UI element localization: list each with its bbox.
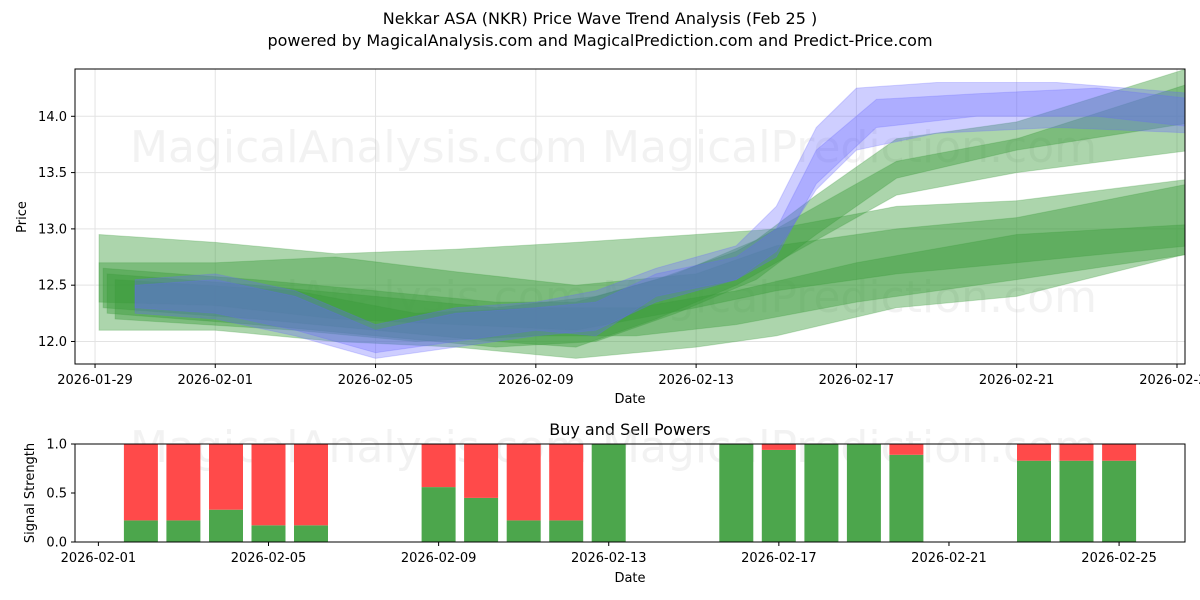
sell-power-bar xyxy=(889,444,924,455)
green-wave-1-band xyxy=(114,224,1185,342)
buy-power-bar xyxy=(294,525,328,542)
powers-x-tick-label: 2026-02-13 xyxy=(571,551,647,566)
sell-power-bar xyxy=(166,444,201,521)
powers-y-tick-label: 1.0 xyxy=(46,438,67,453)
buy-power-bar xyxy=(421,487,456,542)
price-y-ticks: 12.0 12.5 13.0 13.5 14.0 xyxy=(38,110,75,350)
buy-power-bar xyxy=(209,509,243,542)
sell-power-bar xyxy=(294,444,328,526)
price-grid xyxy=(75,69,1185,364)
sell-power-bar xyxy=(1059,444,1094,461)
watermark-top-right: MagicalPrediction.com xyxy=(602,122,1097,173)
watermark-top-left: MagicalAnalysis.com xyxy=(130,122,588,173)
green-wave-3-band xyxy=(98,179,1185,359)
sell-power-bar xyxy=(549,444,584,521)
sell-power-bar xyxy=(506,444,541,521)
price-y-tick-label: 12.5 xyxy=(38,279,67,294)
buy-power-bar xyxy=(506,520,541,542)
powers-x-tick-label: 2026-02-05 xyxy=(231,551,307,566)
sell-power-bar xyxy=(464,444,499,498)
powers-x-tick-label: 2026-02-09 xyxy=(401,551,477,566)
powers-x-tick-label: 2026-02-21 xyxy=(911,551,987,566)
green-wave-5-band xyxy=(106,69,1185,348)
buy-power-bar xyxy=(1102,460,1137,542)
powers-x-ticks: 2026-02-01 2026-02-05 2026-02-09 2026-02-13… xyxy=(61,542,1157,566)
price-y-axis-label: Price xyxy=(15,201,30,233)
chart-subtitle: powered by MagicalAnalysis.com and Magic… xyxy=(267,31,933,50)
price-x-tick-label: 2026-02-21 xyxy=(979,373,1055,388)
buy-power-bar xyxy=(123,520,158,542)
price-x-tick-label: 2026-02-17 xyxy=(819,373,895,388)
buy-power-bar xyxy=(1017,460,1051,542)
powers-x-tick-label: 2026-02-25 xyxy=(1081,551,1157,566)
price-y-tick-label: 13.5 xyxy=(38,166,67,181)
price-x-tick-label: 2026-02-05 xyxy=(338,373,414,388)
price-plot-frame xyxy=(74,68,1186,365)
price-y-tick-label: 14.0 xyxy=(38,110,67,125)
price-wave-bands xyxy=(98,69,1185,359)
price-x-tick-label: 2026-02-09 xyxy=(498,373,574,388)
powers-x-tick-label: 2026-02-17 xyxy=(741,551,817,566)
buy-power-bar xyxy=(1059,460,1094,542)
powers-x-axis-label: Date xyxy=(614,571,645,586)
price-x-ticks: 2026-01-29 2026-02-01 2026-02-05 2026-02-09… xyxy=(57,364,1200,388)
sell-power-bar xyxy=(123,444,158,521)
price-x-tick-label: 2026-02-01 xyxy=(177,373,253,388)
powers-y-tick-label: 0.0 xyxy=(46,536,67,551)
price-y-tick-label: 12.0 xyxy=(38,335,67,350)
buy-power-bar xyxy=(166,520,201,542)
buy-power-bar xyxy=(889,454,924,542)
powers-y-tick-label: 0.5 xyxy=(46,487,67,502)
green-wave-4-band xyxy=(102,84,1185,348)
price-y-tick-label: 13.0 xyxy=(38,222,67,237)
sell-power-bar xyxy=(421,444,456,488)
powers-x-tick-label: 2026-02-01 xyxy=(61,551,137,566)
powers-y-axis-label: Signal Strength xyxy=(23,443,38,543)
blue-wave-2-band xyxy=(134,87,1185,354)
blue-wave-1-band xyxy=(134,82,1185,359)
sell-power-bar xyxy=(209,444,243,510)
sell-power-bar xyxy=(1102,444,1137,461)
watermark-mid-left: MagicalAnalysis.com xyxy=(130,272,588,323)
buy-power-bar xyxy=(251,525,286,542)
price-x-tick-label: 2026-02-25 xyxy=(1139,373,1200,388)
buy-power-bar xyxy=(846,444,881,542)
buy-power-bar xyxy=(719,444,754,542)
buy-power-bar xyxy=(464,497,499,542)
sell-power-bar xyxy=(761,444,796,450)
green-wave-2-band xyxy=(98,184,1185,331)
sell-power-bar xyxy=(1017,444,1051,461)
buy-power-bar xyxy=(549,520,584,542)
powers-chart-title: Buy and Sell Powers xyxy=(549,420,711,439)
buy-power-bar xyxy=(591,444,626,542)
buy-power-bar xyxy=(761,449,796,542)
powers-y-ticks: 0.0 0.5 1.0 xyxy=(46,438,75,551)
buy-power-bar xyxy=(804,444,839,542)
price-x-tick-label: 2026-02-13 xyxy=(658,373,734,388)
price-x-tick-label: 2026-01-29 xyxy=(57,373,133,388)
price-x-axis-label: Date xyxy=(614,392,645,407)
powers-bars xyxy=(123,444,1137,542)
sell-power-bar xyxy=(251,444,286,526)
watermark-mid-right: MagicalPrediction.com xyxy=(602,272,1097,323)
chart-title: Nekkar ASA (NKR) Price Wave Trend Analys… xyxy=(382,9,818,28)
